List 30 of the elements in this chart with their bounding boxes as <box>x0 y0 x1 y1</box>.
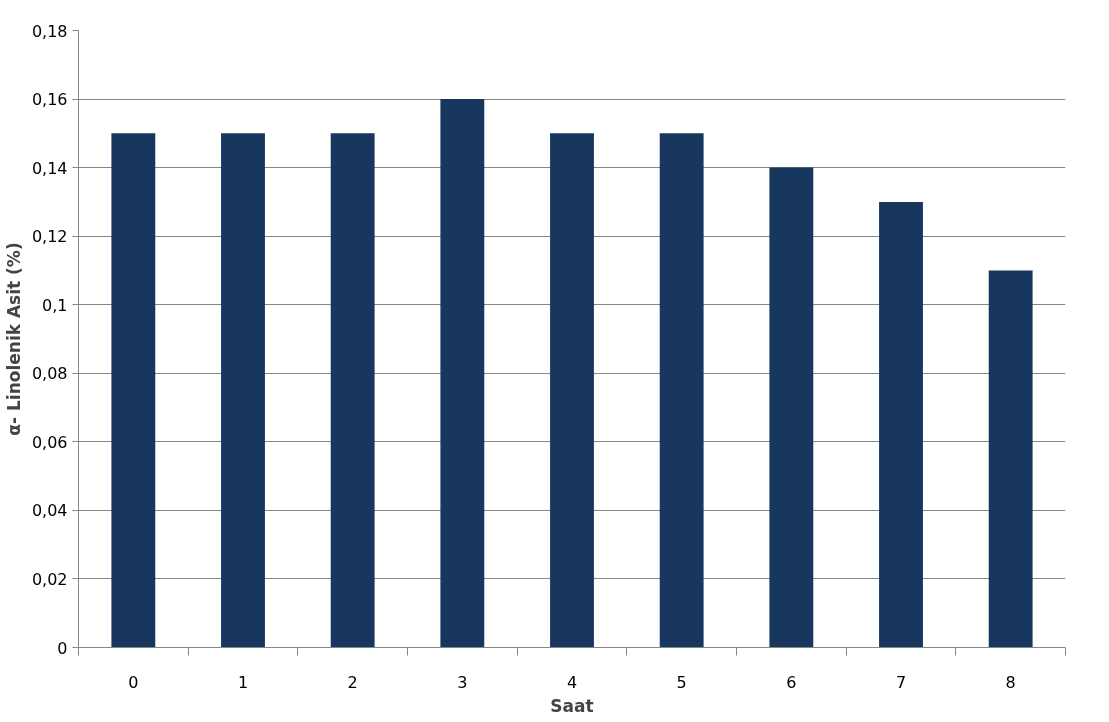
y-tick-label: 0,06 <box>31 432 68 452</box>
y-axis-title: α- Linolenik Asit (%) <box>3 242 24 436</box>
x-tick-label: 2 <box>347 672 358 692</box>
bar <box>879 201 923 648</box>
x-tick-label: 0 <box>128 672 139 692</box>
y-tick-label: 0,08 <box>31 364 68 384</box>
y-tick-label: 0,16 <box>31 90 68 110</box>
bar <box>769 167 814 648</box>
y-tick-label: 0,12 <box>31 227 68 247</box>
y-tick-label: 0,1 <box>42 295 68 315</box>
y-tick-label: 0,18 <box>31 21 68 41</box>
x-tick-label: 1 <box>237 672 249 692</box>
x-tick-label: 8 <box>1005 672 1016 692</box>
x-tick-label: 3 <box>457 672 468 692</box>
y-tick-label: 0,02 <box>31 569 68 589</box>
y-tick-label: 0 <box>57 638 68 658</box>
bar <box>988 270 1033 648</box>
bar <box>221 133 265 648</box>
bar <box>330 133 375 648</box>
y-tick-label: 0,04 <box>31 501 68 521</box>
bar <box>659 133 704 648</box>
x-tick-label: 7 <box>895 672 907 692</box>
x-tick-label: 4 <box>566 672 578 692</box>
y-tick-label: 0,14 <box>31 158 68 178</box>
x-tick-label: 5 <box>676 672 687 692</box>
bar <box>550 133 594 648</box>
x-tick-label: 6 <box>786 672 797 692</box>
bar <box>111 133 156 648</box>
bar <box>440 99 485 648</box>
x-axis-title: Saat <box>550 695 594 716</box>
